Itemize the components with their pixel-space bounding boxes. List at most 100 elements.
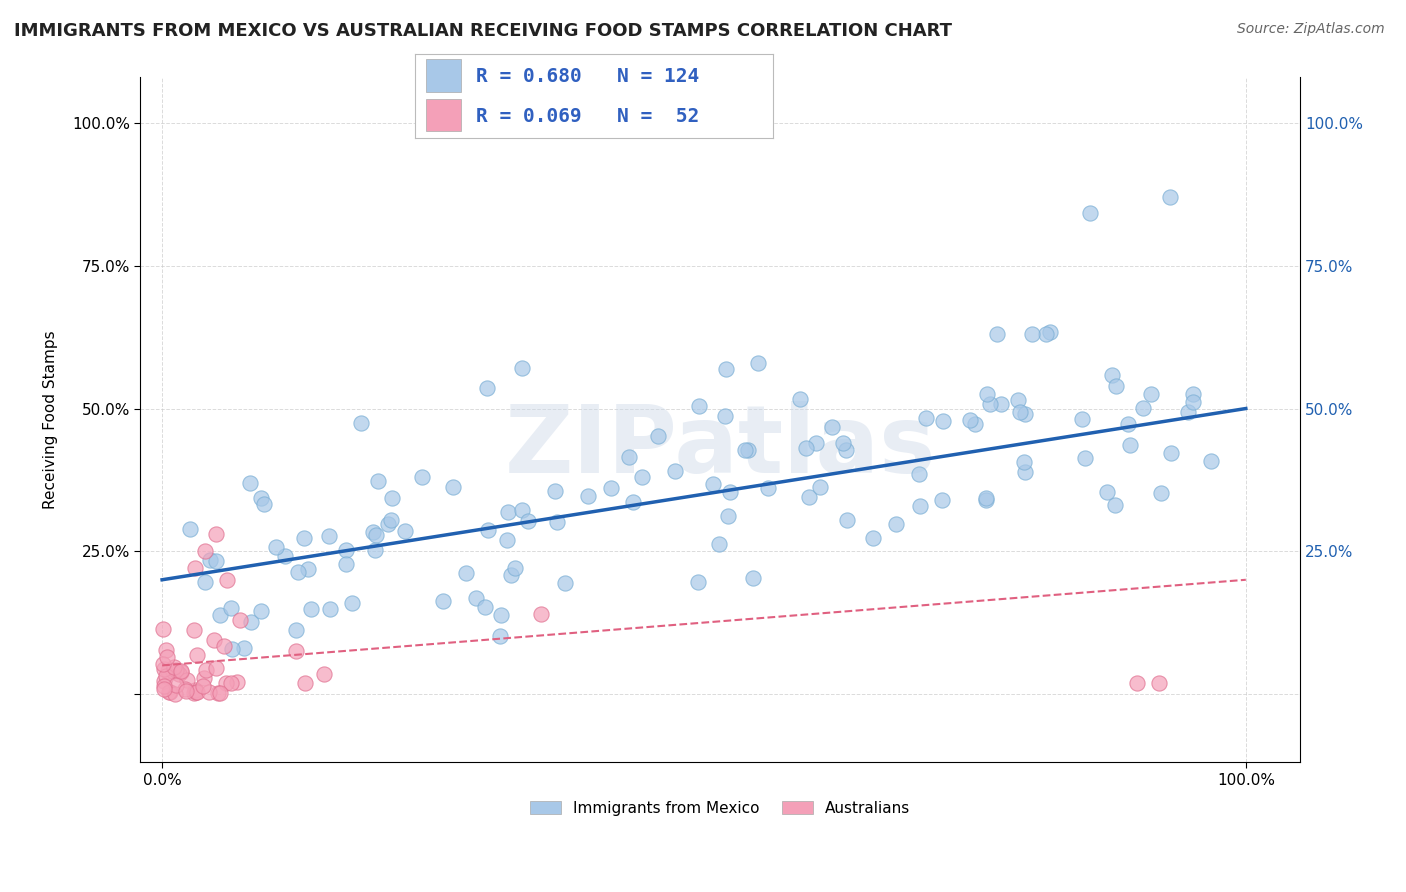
Point [465,591,488,606]
Point [318,529,340,543]
Point [163,659,186,673]
Point [1160,445,1182,459]
Point [200,553,222,567]
Point [1074,450,1097,465]
Point [475,381,498,395]
Point [202,633,225,648]
Point [226,675,249,690]
Point [183,561,205,575]
Point [152,657,174,671]
Point [621,495,644,509]
Point [517,514,540,528]
Point [156,664,179,678]
Point [1150,485,1173,500]
Point [1039,325,1062,339]
Point [205,527,228,541]
Point [174,681,197,696]
Point [229,613,252,627]
Point [617,450,640,465]
Point [808,480,831,494]
Point [1007,392,1029,407]
Point [186,684,208,698]
Text: IMMIGRANTS FROM MEXICO VS AUSTRALIAN RECEIVING FOOD STAMPS CORRELATION CHART: IMMIGRANTS FROM MEXICO VS AUSTRALIAN REC… [14,22,952,40]
Point [1014,465,1036,479]
Y-axis label: Receiving Food Stamps: Receiving Food Stamps [44,331,58,509]
Point [207,686,229,700]
Point [630,470,652,484]
Text: ZIPatlas: ZIPatlas [505,401,936,493]
Point [377,517,399,532]
Point [361,524,384,539]
Point [165,664,187,678]
Point [734,443,756,458]
Point [499,568,522,582]
Point [576,489,599,503]
FancyBboxPatch shape [426,99,461,131]
Point [1181,395,1204,409]
Point [183,623,205,637]
Point [503,561,526,575]
Point [1104,498,1126,512]
Point [454,566,477,580]
Point [350,417,373,431]
Point [510,502,533,516]
Point [910,499,932,513]
Point [195,664,218,678]
Point [380,513,402,527]
Point [153,682,176,697]
Point [546,515,568,529]
Point [170,665,193,679]
Point [884,517,907,532]
Point [974,493,997,508]
Point [647,429,669,443]
Point [932,414,955,428]
Point [835,442,858,457]
Point [789,392,811,406]
Point [474,600,496,615]
Point [959,413,981,427]
Point [186,648,208,663]
Legend: Immigrants from Mexico, Australians: Immigrants from Mexico, Australians [523,793,918,823]
Point [496,533,519,548]
Point [1147,675,1170,690]
Point [794,442,817,456]
Point [208,608,231,623]
Point [209,686,232,700]
Point [908,467,931,482]
Point [714,409,737,424]
Text: Source: ZipAtlas.com: Source: ZipAtlas.com [1237,22,1385,37]
Point [394,524,416,539]
Point [544,483,567,498]
Point [1070,411,1092,425]
Point [599,482,621,496]
Point [367,474,389,488]
Point [194,575,217,590]
Point [253,497,276,511]
Point [162,665,184,679]
Point [554,575,576,590]
Point [1035,326,1057,341]
Point [217,573,239,587]
Point [717,508,740,523]
Point [974,491,997,505]
Point [1126,675,1149,690]
Point [664,464,686,478]
Point [380,491,402,506]
Point [364,528,387,542]
Point [1008,404,1031,418]
Point [205,554,228,568]
Point [489,607,512,622]
Point [167,667,190,681]
Point [319,602,342,616]
Point [212,639,235,653]
Point [1101,368,1123,383]
Point [1021,326,1043,341]
Point [249,604,271,618]
Point [193,671,215,685]
Point [152,673,174,688]
Point [688,400,710,414]
Point [1159,190,1181,204]
Point [441,480,464,494]
Point [250,491,273,505]
Point [312,666,335,681]
